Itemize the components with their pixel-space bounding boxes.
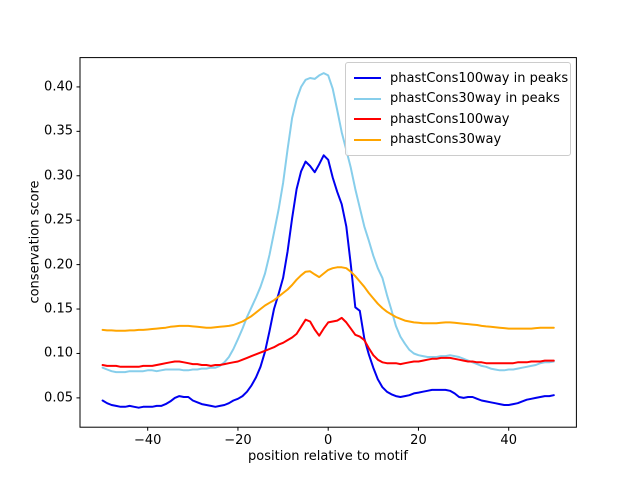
legend: phastCons100way in peaks phastCons30way i… (345, 62, 571, 156)
legend-line-swatch (354, 118, 381, 121)
y-tick-label: 0.35 (44, 123, 73, 139)
legend-line-swatch (354, 97, 381, 100)
legend-item: phastCons100way in peaks (354, 68, 568, 89)
x-tick-label: −40 (133, 433, 162, 448)
legend-line-swatch (354, 77, 381, 80)
y-tick-label: 0.40 (44, 79, 73, 95)
y-tick-label: 0.05 (44, 390, 73, 406)
y-tick-label: 0.15 (44, 301, 73, 317)
legend-item: phastCons30way in peaks (354, 89, 562, 110)
legend-item-label: phastCons30way (390, 132, 502, 148)
x-axis-label: position relative to motif (248, 449, 408, 464)
legend-line-swatch (354, 138, 381, 141)
y-tick-label: 0.20 (44, 257, 73, 273)
y-tick-label: 0.25 (44, 212, 73, 228)
axis-ticks (76, 86, 510, 431)
series-line-2 (101, 316, 555, 368)
series-line-3 (101, 266, 555, 332)
legend-item-label: phastCons100way in peaks (390, 70, 569, 86)
x-tick-label: −20 (224, 433, 252, 448)
legend-item-label: phastCons100way (390, 111, 510, 127)
x-tick-label: 40 (500, 433, 517, 448)
series-line-0 (101, 154, 555, 409)
legend-item-label: phastCons30way in peaks (390, 91, 560, 107)
y-axis-label: conservation score (27, 180, 43, 304)
legend-item: phastCons100way (354, 109, 562, 130)
series-lines (101, 72, 555, 409)
y-tick-label: 0.30 (44, 168, 73, 184)
series-line-1 (101, 72, 555, 374)
y-tick-label: 0.10 (44, 345, 73, 361)
x-tick-label: 0 (324, 433, 333, 448)
x-tick-label: 20 (410, 433, 427, 448)
legend-item: phastCons30way (354, 130, 562, 151)
